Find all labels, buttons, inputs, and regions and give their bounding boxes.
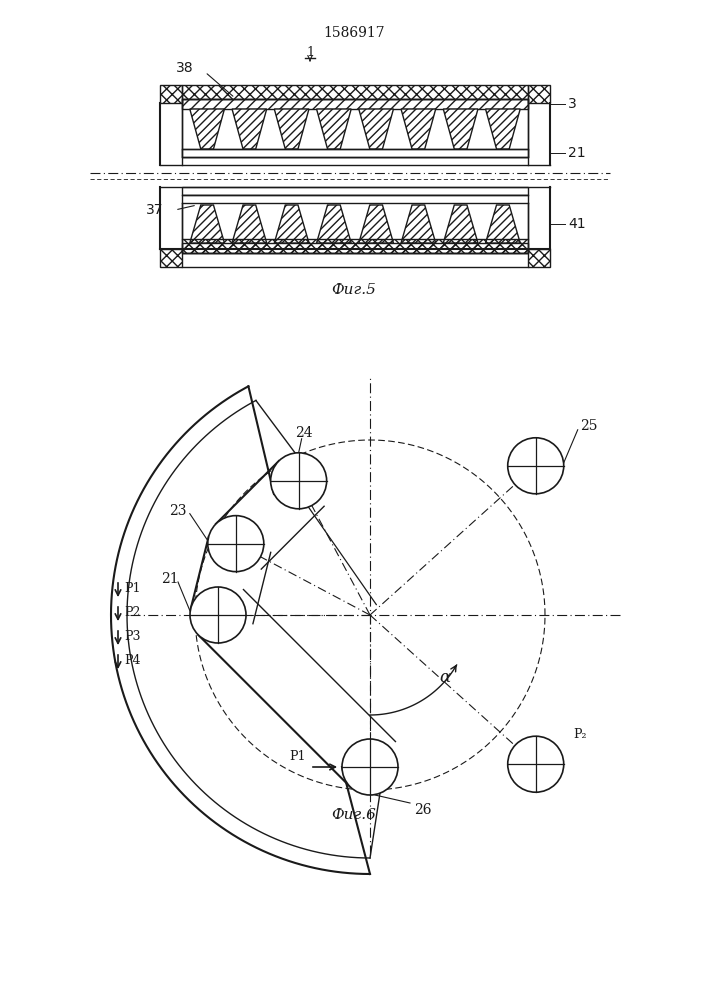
Polygon shape <box>359 205 394 243</box>
Bar <box>182 149 528 157</box>
Polygon shape <box>317 205 351 243</box>
Text: 1586917: 1586917 <box>323 26 385 40</box>
Text: 21: 21 <box>161 572 179 586</box>
Bar <box>182 99 528 157</box>
Bar <box>182 239 528 253</box>
Bar <box>160 85 182 103</box>
Text: Фиг.5: Фиг.5 <box>332 283 376 297</box>
Polygon shape <box>401 109 436 149</box>
Circle shape <box>508 736 563 792</box>
Text: 3: 3 <box>568 97 577 111</box>
Polygon shape <box>359 109 394 149</box>
Bar <box>160 249 182 267</box>
Polygon shape <box>274 109 309 149</box>
Polygon shape <box>232 205 267 243</box>
Text: 26: 26 <box>414 803 432 817</box>
Text: P₃: P₃ <box>310 460 324 473</box>
Polygon shape <box>232 109 267 149</box>
Text: P3: P3 <box>124 630 141 643</box>
Text: 1: 1 <box>306 45 314 58</box>
Circle shape <box>271 453 327 509</box>
Circle shape <box>508 438 563 494</box>
Polygon shape <box>189 109 224 149</box>
Text: P₂: P₂ <box>573 728 588 741</box>
Text: 38: 38 <box>176 61 194 75</box>
Circle shape <box>190 587 246 643</box>
Text: 37: 37 <box>146 203 164 217</box>
Circle shape <box>342 739 398 795</box>
Text: Фиг.6: Фиг.6 <box>332 808 376 822</box>
Bar <box>528 85 550 103</box>
Bar <box>528 249 550 267</box>
Text: P1: P1 <box>290 750 306 764</box>
Text: P1: P1 <box>124 582 141 594</box>
Bar <box>182 99 528 109</box>
Polygon shape <box>486 205 520 243</box>
Bar <box>182 195 528 253</box>
Text: P2: P2 <box>124 605 141 618</box>
Polygon shape <box>274 205 309 243</box>
Polygon shape <box>317 109 351 149</box>
Polygon shape <box>486 109 520 149</box>
Text: P₄: P₄ <box>214 523 228 536</box>
Text: 21: 21 <box>568 146 585 160</box>
Text: 41: 41 <box>568 217 585 231</box>
Text: 25: 25 <box>580 419 597 433</box>
Polygon shape <box>443 109 478 149</box>
Text: 24: 24 <box>295 426 312 440</box>
Circle shape <box>208 516 264 572</box>
Bar <box>182 243 528 253</box>
Text: 23: 23 <box>169 504 187 518</box>
Bar <box>182 85 528 99</box>
Polygon shape <box>401 205 436 243</box>
Polygon shape <box>443 205 478 243</box>
Text: α: α <box>439 668 450 686</box>
Text: P4: P4 <box>124 654 141 666</box>
Bar <box>182 187 528 195</box>
Polygon shape <box>189 205 224 243</box>
